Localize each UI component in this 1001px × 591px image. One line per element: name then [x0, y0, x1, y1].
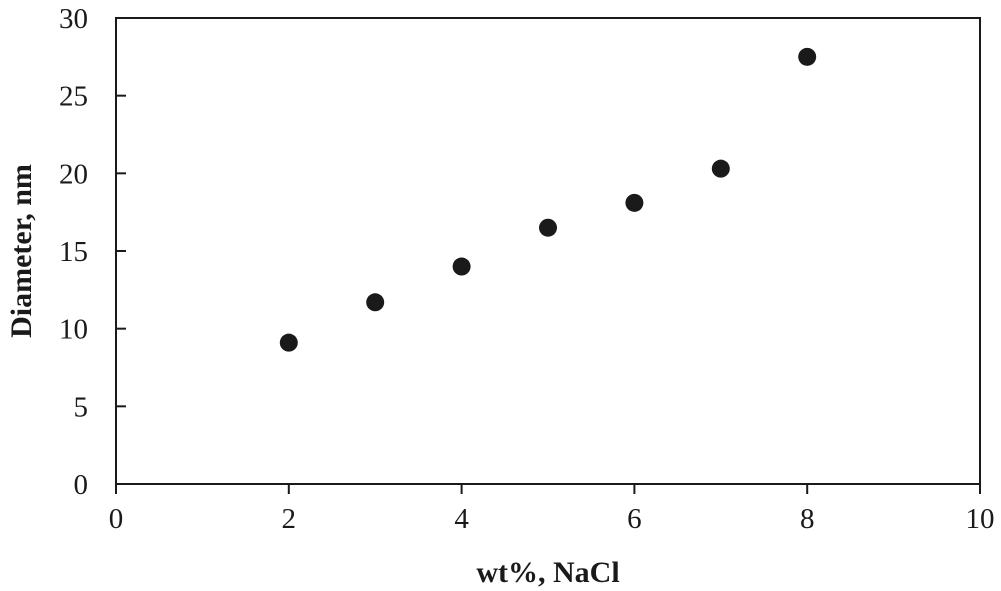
data-point: [798, 47, 817, 66]
data-point: [625, 193, 644, 212]
y-tick-label: 15: [59, 236, 88, 268]
y-axis-ticks: 0 5 10 15 20 25 30: [59, 3, 126, 501]
x-tick-label: 2: [282, 503, 297, 535]
plot-area-frame: [115, 17, 981, 485]
y-tick-label: 10: [59, 314, 88, 346]
x-tick-label: 8: [800, 503, 815, 535]
x-axis-title: wt%, NaCl: [476, 556, 619, 589]
data-point: [452, 257, 471, 276]
y-tick-label: 20: [59, 158, 88, 190]
y-tick-label: 30: [59, 3, 88, 35]
x-tick-label: 6: [627, 503, 642, 535]
data-point: [711, 159, 730, 178]
x-tick-label: 4: [454, 503, 469, 535]
y-axis-title: Diameter, nm: [5, 164, 38, 338]
data-point: [539, 218, 557, 237]
y-tick-label: 0: [74, 469, 89, 501]
data-point: [366, 293, 385, 312]
x-tick-label: 10: [966, 503, 995, 535]
data-point: [279, 333, 298, 352]
y-tick-label: 25: [59, 81, 88, 113]
y-tick-label: 5: [74, 391, 89, 423]
x-axis-ticks: 0 2 4 6 8 10: [109, 484, 995, 535]
x-tick-label: 0: [109, 503, 124, 535]
data-points: [279, 47, 817, 352]
